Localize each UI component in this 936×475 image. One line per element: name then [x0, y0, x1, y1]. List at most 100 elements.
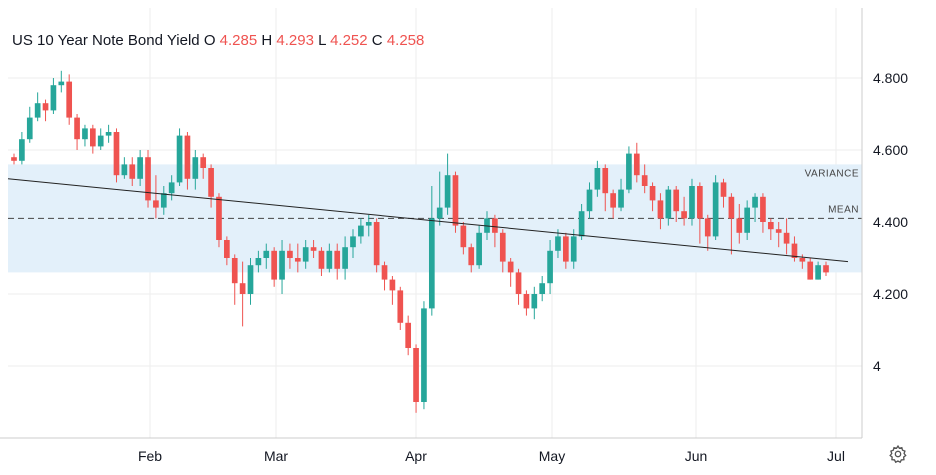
- candle-body: [153, 200, 159, 208]
- candle-body: [121, 164, 128, 176]
- candle-body: [507, 261, 514, 273]
- candle-body: [129, 164, 136, 179]
- candle-body: [460, 225, 467, 248]
- x-tick-label: Jul: [827, 448, 845, 464]
- candle-body: [704, 218, 711, 237]
- candle-body: [224, 240, 230, 258]
- candle-body: [563, 236, 569, 262]
- candle-body: [294, 258, 301, 262]
- candle-body: [610, 193, 616, 208]
- candle-body: [823, 265, 829, 273]
- candle-body: [342, 247, 348, 269]
- candle-body: [334, 250, 341, 269]
- candle-body: [413, 348, 419, 402]
- candle-body: [302, 247, 309, 262]
- candle-body: [744, 207, 751, 233]
- candle-body: [633, 153, 640, 176]
- high-label: H: [261, 32, 273, 49]
- candle-body: [499, 232, 506, 262]
- candle-body: [594, 168, 601, 190]
- candle-body: [145, 157, 151, 201]
- candle-body: [641, 175, 648, 186]
- candle-body: [626, 153, 632, 190]
- candle-body: [681, 211, 687, 219]
- candle-body: [350, 236, 356, 248]
- candle-body: [618, 189, 624, 208]
- candle-body: [428, 218, 435, 309]
- candle-body: [373, 222, 380, 266]
- candle-body: [421, 308, 427, 402]
- close-value: 4.258: [386, 32, 425, 49]
- candle-body: [160, 193, 167, 208]
- candle-body: [184, 135, 191, 179]
- candle-body: [531, 294, 538, 309]
- candle-body: [736, 218, 743, 233]
- candle-body: [468, 247, 475, 266]
- candle-body: [255, 258, 262, 266]
- candle-body: [310, 247, 317, 251]
- candle-body: [444, 175, 451, 208]
- candle-body: [26, 117, 33, 140]
- candle-body: [66, 81, 73, 118]
- candle-body: [555, 236, 561, 251]
- y-tick-label: 4.400: [873, 214, 908, 230]
- candle-body: [775, 229, 782, 233]
- candle-body: [760, 196, 766, 222]
- candle-body: [712, 182, 719, 237]
- candle-body: [113, 132, 120, 176]
- variance-label: VARIANCE: [805, 168, 859, 179]
- candle-body: [318, 250, 325, 269]
- candle-body: [492, 218, 498, 233]
- close-label: C: [371, 32, 383, 49]
- candle-body: [239, 283, 246, 294]
- candle-body: [82, 128, 88, 140]
- candle-body: [807, 261, 814, 280]
- candle-body: [287, 250, 293, 258]
- y-tick-label: 4: [873, 358, 881, 374]
- candle-body: [279, 250, 285, 280]
- x-tick-label: Apr: [405, 448, 427, 464]
- candle-body: [208, 168, 214, 197]
- y-tick-label: 4.600: [873, 142, 908, 158]
- candle-body: [271, 250, 277, 280]
- x-tick-label: May: [539, 448, 565, 464]
- chart-title: US 10 Year Note Bond Yield: [12, 32, 200, 49]
- gear-icon[interactable]: [888, 444, 908, 464]
- candle-body: [105, 132, 112, 136]
- candle-body: [326, 250, 333, 269]
- trendline: [7, 178, 849, 263]
- candle-body: [389, 279, 396, 291]
- candle-body: [200, 157, 207, 168]
- mean-label: MEAN: [828, 204, 859, 215]
- candle-body: [405, 322, 412, 348]
- candle-body: [436, 207, 443, 219]
- x-tick-label: Feb: [138, 448, 162, 464]
- candle-body: [578, 211, 585, 237]
- candle-body: [97, 135, 104, 147]
- candle-body: [720, 182, 727, 197]
- candle-body: [358, 225, 364, 237]
- low-value: 4.252: [330, 32, 368, 49]
- candle-body: [19, 139, 25, 161]
- candle-body: [767, 222, 774, 230]
- candle-body: [665, 189, 672, 219]
- candle-body: [586, 189, 593, 212]
- candle-body: [570, 236, 577, 262]
- candle-body: [231, 258, 238, 284]
- candle-body: [697, 186, 703, 219]
- x-tick-label: Jun: [685, 448, 708, 464]
- candle-body: [476, 232, 482, 266]
- candle-body: [216, 196, 222, 240]
- candle-body: [673, 189, 680, 212]
- candle-body: [365, 222, 372, 226]
- y-tick-label: 4.200: [873, 286, 908, 302]
- open-value: 4.285: [219, 32, 258, 49]
- candle-body: [791, 243, 798, 258]
- candle-body: [799, 258, 806, 262]
- candle-body: [176, 135, 183, 183]
- candle-body: [74, 117, 80, 140]
- candle-body: [523, 294, 530, 309]
- candle-body: [689, 186, 695, 219]
